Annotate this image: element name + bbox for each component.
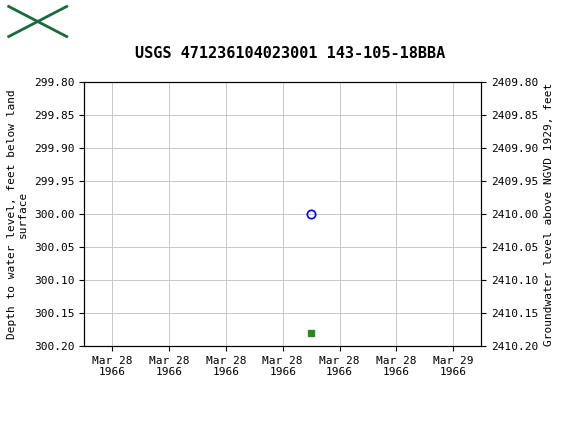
Text: USGS 471236104023001 143-105-18BBA: USGS 471236104023001 143-105-18BBA: [135, 46, 445, 61]
Y-axis label: Depth to water level, feet below land
surface: Depth to water level, feet below land su…: [7, 89, 28, 339]
FancyBboxPatch shape: [9, 6, 67, 37]
Text: USGS: USGS: [81, 12, 136, 31]
Y-axis label: Groundwater level above NGVD 1929, feet: Groundwater level above NGVD 1929, feet: [544, 82, 554, 346]
Legend: Period of approved data: Period of approved data: [176, 428, 390, 430]
